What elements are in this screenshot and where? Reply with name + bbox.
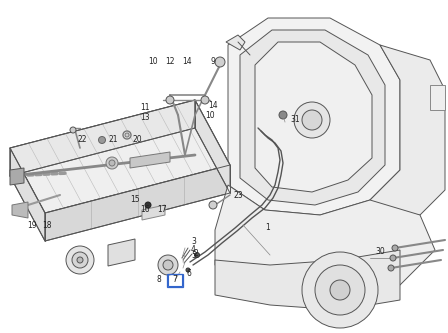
Circle shape: [125, 133, 129, 137]
Text: 15: 15: [130, 195, 140, 204]
Circle shape: [215, 57, 225, 67]
Text: 20: 20: [132, 136, 142, 145]
Polygon shape: [370, 45, 445, 215]
Polygon shape: [215, 250, 400, 310]
Circle shape: [209, 201, 217, 209]
Circle shape: [201, 96, 209, 104]
Text: 30: 30: [375, 247, 385, 256]
Text: 21: 21: [108, 136, 117, 145]
Polygon shape: [130, 152, 170, 168]
Text: 28: 28: [447, 247, 448, 256]
Text: 17: 17: [157, 205, 167, 214]
Polygon shape: [255, 42, 372, 192]
Text: 9: 9: [210, 58, 215, 67]
Circle shape: [99, 137, 105, 144]
Circle shape: [390, 255, 396, 261]
Circle shape: [279, 111, 287, 119]
Text: 14: 14: [182, 58, 192, 67]
Circle shape: [392, 245, 398, 251]
Text: 7: 7: [172, 275, 177, 284]
Circle shape: [158, 255, 178, 275]
Text: 16: 16: [140, 205, 150, 214]
Circle shape: [388, 265, 394, 271]
Circle shape: [163, 260, 173, 270]
Circle shape: [186, 268, 190, 272]
Circle shape: [77, 257, 83, 263]
Circle shape: [294, 102, 330, 138]
Text: 12: 12: [165, 58, 175, 67]
Polygon shape: [12, 202, 28, 218]
Text: 2: 2: [193, 248, 198, 257]
Circle shape: [166, 96, 174, 104]
Text: 27: 27: [447, 257, 448, 266]
Circle shape: [302, 252, 378, 328]
Text: 6: 6: [186, 268, 191, 277]
Circle shape: [66, 246, 94, 274]
Polygon shape: [45, 165, 230, 241]
Polygon shape: [10, 100, 195, 176]
Polygon shape: [215, 185, 435, 295]
Text: 18: 18: [42, 220, 52, 229]
Circle shape: [330, 280, 350, 300]
Polygon shape: [228, 18, 400, 215]
Text: 8: 8: [156, 275, 161, 284]
Circle shape: [145, 202, 151, 208]
Text: 1: 1: [265, 223, 270, 232]
Text: 5: 5: [191, 251, 196, 260]
Circle shape: [70, 127, 76, 133]
Text: 22: 22: [77, 136, 86, 145]
Text: 23: 23: [233, 190, 243, 199]
Polygon shape: [240, 30, 385, 205]
Text: 11: 11: [140, 104, 150, 113]
Circle shape: [72, 252, 88, 268]
Text: 29: 29: [447, 236, 448, 245]
Polygon shape: [10, 100, 230, 213]
Circle shape: [106, 157, 118, 169]
Text: 10: 10: [205, 111, 215, 120]
Text: 4: 4: [191, 244, 196, 253]
Polygon shape: [195, 100, 230, 193]
Polygon shape: [108, 239, 135, 266]
Text: 10: 10: [148, 58, 158, 67]
Circle shape: [109, 160, 115, 166]
Polygon shape: [10, 148, 45, 241]
Polygon shape: [142, 205, 165, 220]
Polygon shape: [430, 85, 445, 110]
Polygon shape: [10, 168, 24, 185]
Text: 14: 14: [208, 101, 218, 110]
Text: 19: 19: [27, 220, 37, 229]
Circle shape: [315, 265, 365, 315]
Circle shape: [194, 252, 199, 257]
Circle shape: [302, 110, 322, 130]
Text: 31: 31: [290, 116, 300, 125]
Text: 3: 3: [191, 237, 196, 246]
Polygon shape: [226, 35, 245, 50]
Text: 13: 13: [140, 114, 150, 123]
